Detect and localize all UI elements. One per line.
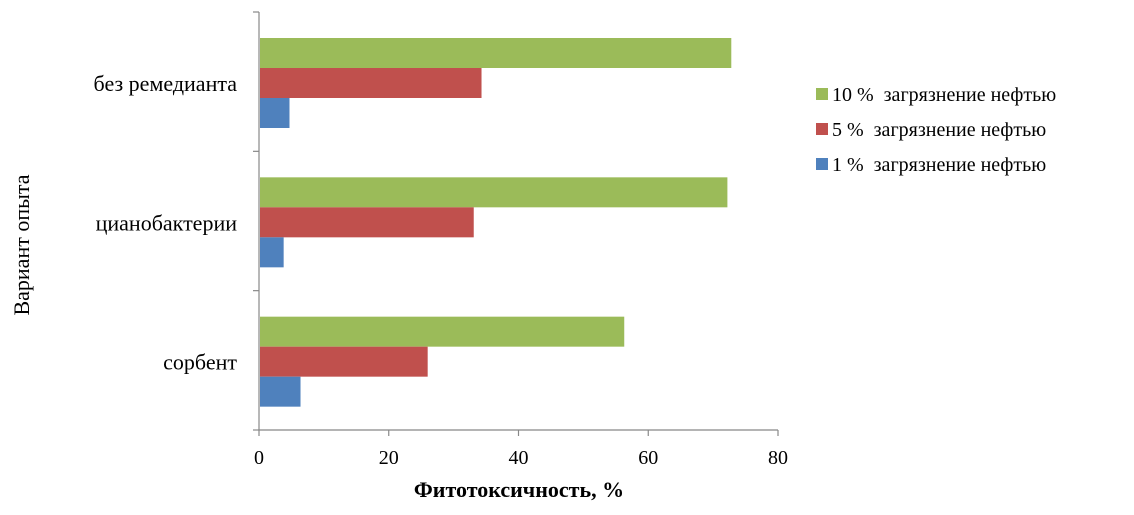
legend-label: 1 % загрязнение нефтью (832, 154, 1046, 176)
x-tick-label: 40 (509, 447, 529, 469)
bar (260, 38, 732, 68)
bar (260, 237, 284, 268)
category-label: цианобактерии (96, 210, 238, 235)
bar (260, 68, 482, 98)
bar (260, 376, 301, 407)
legend: 10 % загрязнение нефтью 5 % загрязнение н… (816, 84, 1056, 176)
x-tick-label: 80 (768, 447, 788, 469)
legend-swatch (816, 158, 828, 170)
x-tick-label: 20 (379, 447, 399, 469)
x-axis-title: Фитотоксичность, % (414, 477, 624, 502)
bar (260, 177, 728, 208)
legend-swatch (816, 88, 828, 100)
legend-swatch (816, 123, 828, 135)
x-tick-label: 60 (638, 447, 658, 469)
bars-layer (260, 38, 732, 407)
category-labels: без ремедианта цианобактерии сорбент (94, 71, 238, 375)
bar (260, 98, 290, 128)
category-label: без ремедианта (94, 71, 238, 96)
legend-label: 5 % загрязнение нефтью (832, 119, 1046, 141)
bar (260, 207, 474, 238)
legend-label: 10 % загрязнение нефтью (832, 84, 1056, 106)
bar (260, 346, 428, 377)
bar (260, 316, 625, 347)
ticks-layer: 0 20 40 60 80 (253, 11, 788, 469)
y-axis-title: Вариант опыта (9, 174, 34, 315)
x-tick-label: 0 (254, 447, 264, 469)
category-label: сорбент (163, 350, 237, 375)
